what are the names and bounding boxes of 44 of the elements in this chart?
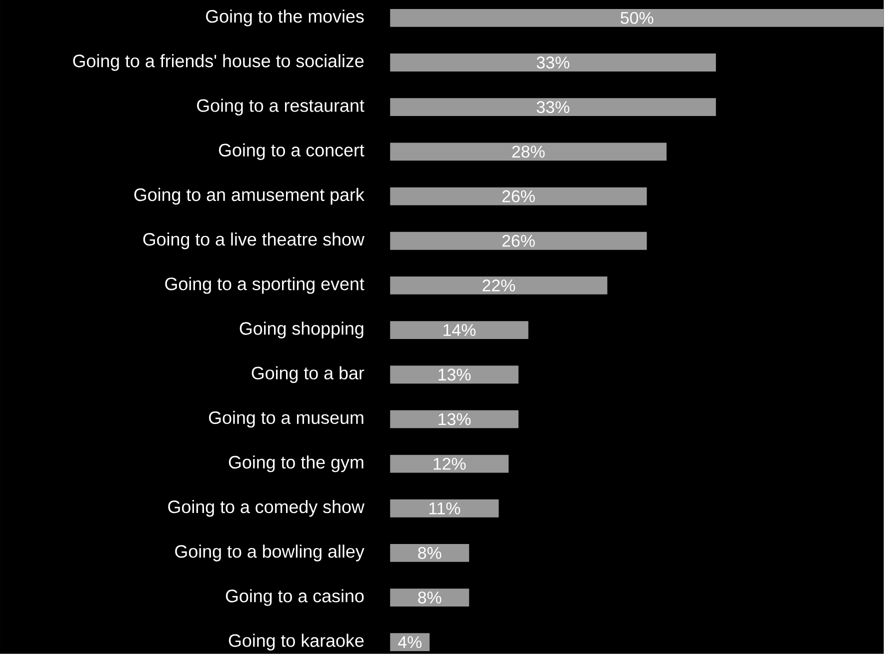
data-label: 26%: [502, 234, 535, 247]
y-tick-label: Going to a bowling alley: [175, 544, 364, 562]
data-label: 33%: [536, 56, 570, 69]
data-label: 8%: [418, 547, 442, 560]
bar: [390, 54, 716, 72]
y-tick-label: Going to the gym: [228, 456, 364, 472]
bar: [390, 9, 884, 27]
bar: [390, 321, 528, 340]
data-label: 12%: [434, 458, 466, 470]
data-label: 13%: [438, 413, 471, 426]
data-label: 8%: [418, 592, 442, 604]
bar: [390, 142, 667, 161]
y-tick-label: Going to karaoke: [228, 634, 364, 651]
data-label: 13%: [438, 368, 471, 381]
bar: [390, 410, 518, 428]
y-tick-label: Going to the movies: [206, 10, 364, 26]
bar: [390, 187, 647, 206]
y-tick-label: Going shopping: [240, 322, 364, 338]
y-tick-label: Going to a casino: [226, 589, 364, 606]
y-tick-label: Going to a friends' house to socialize: [73, 54, 364, 71]
data-label: 11%: [429, 502, 460, 514]
bar: [390, 454, 509, 473]
y-tick-label: Going to a bar: [252, 366, 364, 384]
bar: [390, 232, 647, 250]
bar: [390, 499, 499, 518]
y-tick-label: Going to a museum: [209, 410, 364, 428]
y-tick-label: Going to a restaurant: [197, 98, 364, 116]
data-label: 26%: [502, 190, 535, 202]
bar: [390, 588, 470, 607]
data-label: 28%: [512, 146, 545, 158]
y-tick-label: Going to an amusement park: [134, 188, 364, 205]
bar: [390, 98, 716, 116]
y-tick-label: Going to a comedy show: [168, 500, 364, 517]
data-label: 22%: [482, 280, 516, 292]
bar: [390, 276, 608, 294]
y-tick-label: Going to a live theatre show: [143, 232, 364, 250]
bar: [390, 544, 470, 562]
data-label: 4%: [398, 636, 422, 648]
bar: [390, 366, 518, 384]
y-tick-label: Going to a concert: [218, 143, 364, 160]
data-label: 14%: [444, 324, 476, 336]
y-tick-label: Going to a sporting event: [165, 277, 364, 294]
data-label: 33%: [536, 101, 570, 114]
data-label: 50%: [620, 12, 654, 24]
